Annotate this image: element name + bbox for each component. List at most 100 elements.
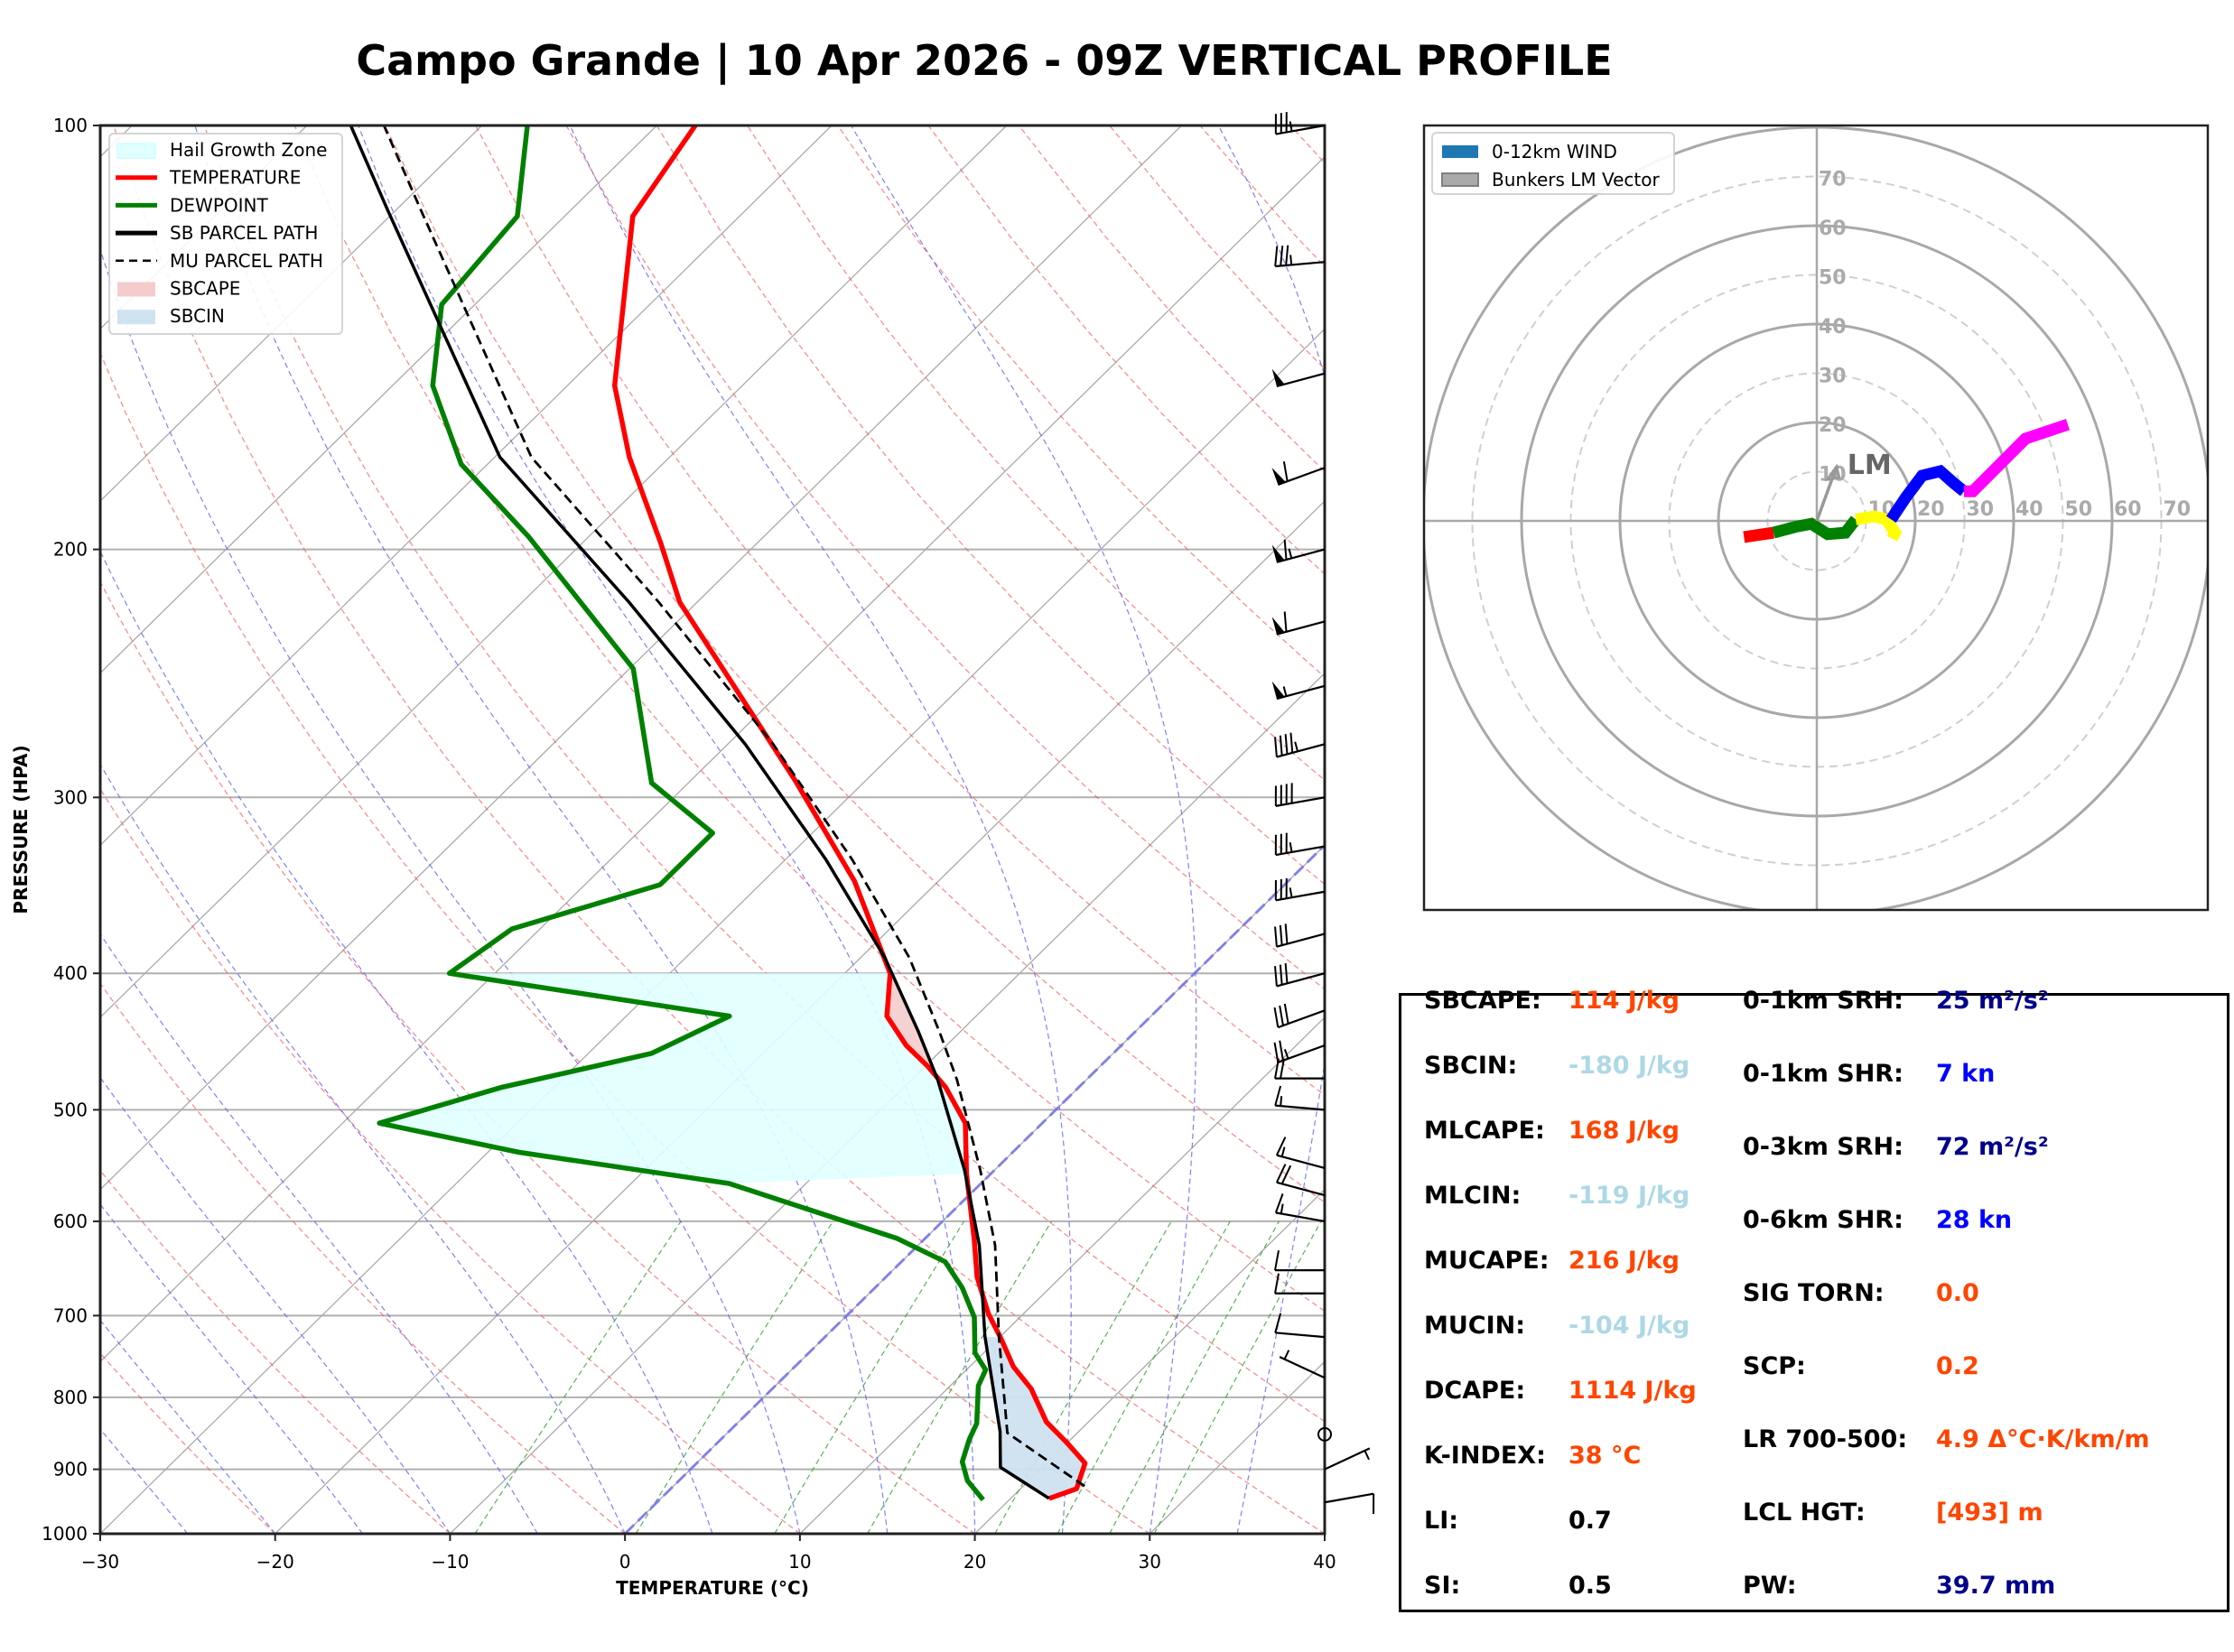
hodo-segment-red bbox=[1743, 526, 1775, 543]
wind-barb bbox=[1274, 1193, 1326, 1222]
moist-adiabat bbox=[851, 125, 1197, 1534]
chart-title: Campo Grande | 10 Apr 2026 - 09Z VERTICA… bbox=[356, 36, 1613, 85]
legend-swatch bbox=[1442, 145, 1478, 158]
barb-full bbox=[1279, 924, 1283, 946]
stat-value: 72 m²/s² bbox=[1936, 1133, 2049, 1161]
isotherm bbox=[974, 1188, 1325, 1534]
barb-staff bbox=[1276, 743, 1326, 758]
barb-staff bbox=[1275, 845, 1326, 857]
barb-full bbox=[1280, 1165, 1292, 1184]
y-tick-label: 600 bbox=[53, 1211, 88, 1232]
mixing-ratio-line bbox=[866, 1220, 1052, 1534]
barb-staff bbox=[1275, 1104, 1326, 1111]
barb-full bbox=[1274, 966, 1278, 987]
wind-barb bbox=[1271, 611, 1326, 636]
mixing-ratio-line bbox=[635, 1220, 833, 1534]
dry-adiabat bbox=[100, 1169, 451, 1534]
stat-label: PW: bbox=[1743, 1572, 1797, 1600]
barb-full bbox=[1279, 964, 1283, 985]
hodo-ring-label-x: 70 bbox=[2164, 498, 2192, 521]
barb-pennant bbox=[1271, 368, 1285, 386]
wind-barb bbox=[1271, 368, 1326, 387]
dry-adiabat bbox=[203, 125, 1325, 1423]
moist-adiabat bbox=[100, 763, 626, 1534]
x-tick-label: 0 bbox=[619, 1551, 631, 1573]
hodo-segment-magenta bbox=[1963, 419, 2071, 497]
dry-adiabat bbox=[100, 982, 626, 1534]
stat-value: 25 m²/s² bbox=[1936, 987, 2049, 1015]
barb-full bbox=[1274, 1249, 1280, 1271]
barb-half bbox=[1283, 1049, 1289, 1060]
moist-adiabat bbox=[100, 933, 538, 1534]
x-tick-label: −10 bbox=[431, 1551, 469, 1573]
y-tick-label: 100 bbox=[53, 115, 88, 136]
legend-swatch bbox=[116, 143, 156, 159]
hodo-ring-label-y: 30 bbox=[1819, 366, 1847, 388]
stat-label: K-INDEX: bbox=[1424, 1442, 1546, 1470]
barb-full bbox=[1274, 737, 1278, 757]
temperature-line bbox=[611, 125, 1088, 1501]
barb-full bbox=[1283, 1003, 1289, 1025]
barb-staff bbox=[1276, 1181, 1326, 1197]
dry-adiabat bbox=[113, 125, 1325, 1534]
wind-barb bbox=[1275, 1137, 1326, 1170]
mixing-ratio-line bbox=[1056, 1220, 1231, 1534]
hodo-segment-yellow bbox=[1855, 510, 1903, 542]
isotherm bbox=[100, 125, 657, 674]
barb-half bbox=[1288, 548, 1293, 559]
legend-label: DEWPOINT bbox=[170, 194, 268, 216]
mixing-ratio-line bbox=[994, 1220, 1172, 1534]
barb-full bbox=[1284, 923, 1289, 944]
barb-half bbox=[1282, 686, 1288, 697]
stat-value: 28 kn bbox=[1936, 1206, 2013, 1234]
barb-full bbox=[1283, 611, 1288, 632]
wind-barb bbox=[1274, 1085, 1326, 1111]
hodo-ring-label-y: 50 bbox=[1819, 267, 1847, 290]
isotherm bbox=[100, 125, 483, 502]
y-tick-label: 1000 bbox=[42, 1523, 88, 1545]
isotherm bbox=[100, 155, 1325, 1363]
stat-value: 39.7 mm bbox=[1936, 1572, 2056, 1600]
y-tick-label: 200 bbox=[53, 539, 88, 561]
legend-label: Hail Growth Zone bbox=[170, 139, 327, 161]
lm-arrow-head bbox=[1824, 463, 1841, 482]
legend-label: SBCIN bbox=[170, 305, 225, 327]
barb-full bbox=[1280, 1058, 1285, 1079]
barb-staff bbox=[1275, 796, 1326, 807]
y-tick-label: 300 bbox=[53, 786, 88, 808]
hodo-segment-green bbox=[1772, 515, 1861, 541]
barb-full bbox=[1284, 734, 1289, 755]
hodo-ring-label-y: 70 bbox=[1819, 169, 1847, 191]
barb-half bbox=[1289, 121, 1293, 132]
stat-value: -119 J/kg bbox=[1568, 1182, 1690, 1210]
stat-value: 114 J/kg bbox=[1568, 987, 1680, 1015]
stat-value: -180 J/kg bbox=[1568, 1052, 1690, 1080]
wind-barb bbox=[1274, 923, 1326, 948]
stat-label: DCAPE: bbox=[1424, 1377, 1526, 1405]
moist-adiabat bbox=[569, 125, 1072, 1534]
mixing-ratio-line bbox=[1153, 1220, 1322, 1534]
barb-full bbox=[1274, 1193, 1284, 1213]
barb-staff bbox=[1275, 124, 1326, 135]
barb-full bbox=[1280, 246, 1284, 266]
moist-adiabat bbox=[100, 550, 713, 1534]
moist-adiabat bbox=[194, 125, 889, 1534]
lm-vector-arrow bbox=[1815, 466, 1838, 522]
barb-staff bbox=[1277, 1009, 1326, 1029]
legend-label: MU PARCEL PATH bbox=[170, 250, 323, 272]
barb-staff bbox=[1277, 467, 1326, 486]
hodo-ring-label-y: 60 bbox=[1819, 218, 1847, 240]
barb-staff bbox=[1275, 1211, 1326, 1222]
dry-adiabat bbox=[100, 787, 801, 1534]
barb-full bbox=[1279, 1005, 1284, 1026]
wind-barb bbox=[1274, 877, 1326, 902]
wind-barb bbox=[1274, 112, 1326, 135]
barb-half bbox=[1280, 1203, 1284, 1214]
barb-staff bbox=[1275, 890, 1326, 902]
barb-full bbox=[1275, 1137, 1287, 1156]
moist-adiabat bbox=[100, 1319, 276, 1534]
stat-value: [493] m bbox=[1936, 1499, 2043, 1527]
dry-adiabat bbox=[747, 125, 1325, 781]
hodo-ring-label-x: 30 bbox=[1967, 498, 1995, 521]
